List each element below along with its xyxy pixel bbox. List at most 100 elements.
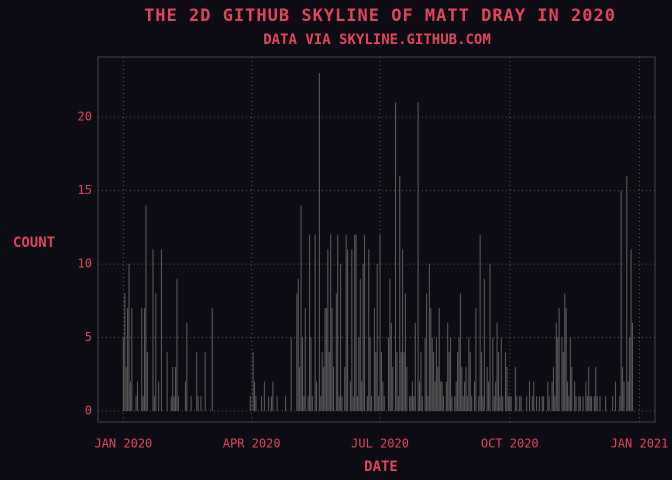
bar	[420, 352, 422, 411]
bar	[469, 352, 471, 411]
bar	[155, 293, 157, 411]
bar	[585, 381, 587, 411]
bar	[158, 381, 160, 411]
bar	[320, 396, 322, 411]
bar	[595, 366, 597, 411]
bar	[362, 264, 364, 411]
bar	[211, 308, 213, 411]
bar	[395, 102, 397, 411]
bar	[575, 396, 577, 411]
bar	[252, 352, 254, 411]
bar	[614, 381, 617, 411]
bar	[382, 381, 384, 411]
bar	[296, 293, 298, 411]
bar	[571, 366, 573, 411]
bar	[457, 352, 459, 411]
bar	[630, 249, 632, 411]
bar	[303, 396, 305, 411]
bar	[196, 352, 198, 411]
bar	[510, 396, 512, 411]
bar	[255, 396, 257, 411]
bar	[441, 381, 443, 411]
bar	[437, 366, 439, 411]
bar	[338, 396, 340, 411]
bar	[263, 381, 265, 411]
bar	[486, 366, 488, 411]
bar	[345, 234, 347, 411]
bar	[620, 190, 622, 411]
bar	[568, 396, 570, 411]
bar	[461, 366, 463, 411]
bar	[605, 396, 607, 411]
bar	[454, 396, 456, 411]
bar	[596, 396, 598, 411]
bar	[389, 278, 391, 411]
bar	[361, 381, 363, 411]
bar	[612, 396, 614, 411]
bar	[340, 264, 342, 411]
bar	[428, 264, 430, 411]
bar	[492, 337, 494, 411]
bar	[495, 381, 497, 411]
bar	[578, 396, 580, 411]
bar	[197, 396, 199, 411]
bar	[502, 396, 504, 411]
bar	[455, 381, 457, 411]
bar	[314, 234, 316, 411]
bar	[170, 396, 172, 411]
bar	[308, 234, 311, 411]
bar	[404, 293, 406, 411]
bar	[328, 352, 330, 411]
bar	[541, 396, 543, 411]
bar	[473, 381, 476, 411]
bar	[451, 396, 453, 411]
bar	[627, 381, 629, 411]
bar	[558, 308, 560, 411]
bar	[371, 396, 373, 411]
bar	[589, 396, 591, 411]
bar	[349, 381, 351, 411]
bar	[145, 205, 147, 411]
bar	[153, 396, 155, 411]
bar	[358, 337, 360, 411]
bar	[433, 352, 435, 411]
bar	[586, 396, 588, 411]
y-tick-label: 0	[85, 403, 92, 417]
bar	[479, 234, 481, 411]
bar	[629, 337, 631, 411]
bar	[481, 352, 483, 411]
bar	[397, 396, 399, 411]
bar	[311, 396, 313, 411]
bar	[146, 352, 148, 411]
bar	[356, 396, 358, 411]
bar	[392, 366, 394, 411]
bar	[166, 352, 168, 411]
bar	[631, 322, 633, 411]
bar	[591, 396, 593, 411]
bar	[173, 396, 175, 411]
bar	[141, 308, 143, 411]
bar	[351, 249, 353, 411]
bar	[249, 396, 251, 411]
bar	[496, 322, 498, 411]
bar	[440, 381, 442, 411]
bar	[129, 381, 131, 411]
bar	[519, 396, 521, 411]
bar	[516, 396, 518, 411]
bar	[136, 381, 139, 411]
bar	[366, 396, 368, 411]
bar	[448, 352, 450, 411]
bar	[483, 278, 485, 411]
bar	[396, 352, 398, 411]
bar	[341, 396, 343, 411]
bar	[507, 396, 509, 411]
bar	[623, 381, 625, 411]
bar	[321, 352, 323, 411]
bar	[403, 352, 405, 411]
bar	[368, 249, 370, 411]
bar	[307, 396, 309, 411]
bar	[270, 396, 272, 411]
bar	[557, 337, 559, 411]
bar	[122, 337, 124, 411]
